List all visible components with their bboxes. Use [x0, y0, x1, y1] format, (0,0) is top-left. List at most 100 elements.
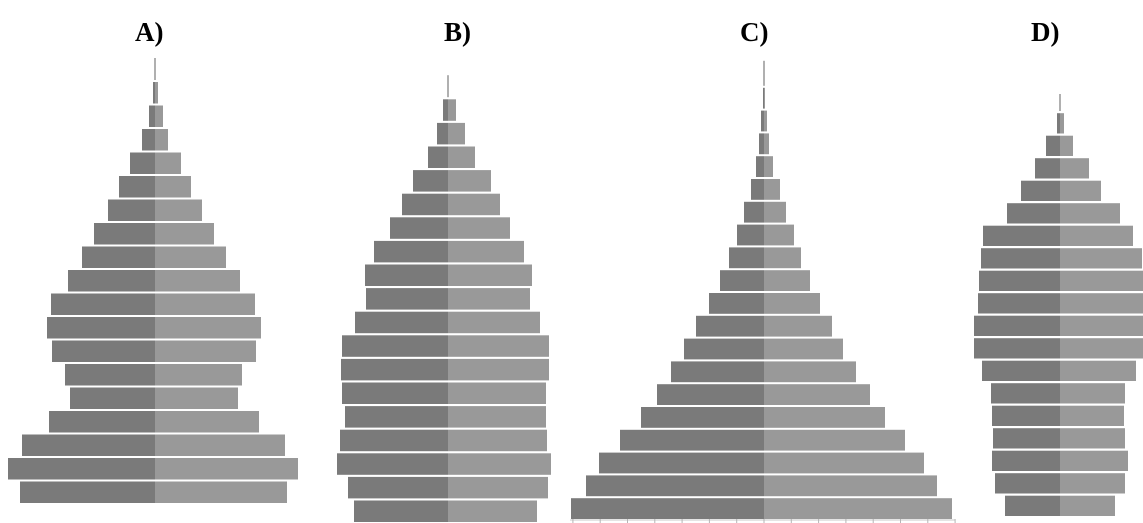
pyramid-bar-right	[764, 87, 765, 109]
pyramid-bar-right	[1060, 248, 1142, 269]
pyramid-bar-right	[155, 176, 191, 198]
pyramid-bar-right	[448, 476, 548, 499]
pyramid-bar-left	[49, 411, 155, 433]
pyramid-b	[337, 75, 551, 522]
pyramid-bar-left	[94, 223, 155, 245]
pyramid-bar-left	[641, 407, 764, 428]
pyramid-bar-right	[448, 453, 551, 475]
pyramid-bar-right	[155, 129, 168, 151]
pyramid-bar-right	[764, 247, 801, 269]
pyramid-bar-right	[764, 270, 810, 291]
pyramid-bar-right	[764, 156, 773, 177]
pyramid-bar-right	[155, 82, 158, 104]
panel-label-c: C)	[740, 17, 769, 47]
pyramid-bar-right	[764, 361, 856, 383]
pyramid-bar-left	[428, 146, 448, 168]
pyramid-bar-left	[68, 270, 155, 292]
pyramid-bar-right	[155, 387, 238, 409]
pyramid-bar-right	[448, 240, 524, 263]
pyramid-bar-right	[448, 358, 549, 381]
pyramid-bar-left	[983, 225, 1060, 246]
pyramid-bar-right	[1060, 158, 1089, 179]
pyramid-bar-right	[1060, 473, 1125, 494]
pyramid-bar-right	[448, 99, 456, 121]
pyramid-bar-left	[751, 179, 764, 200]
pyramid-bar-left	[149, 105, 155, 127]
pyramid-bar-left	[620, 429, 764, 451]
pyramid-bar-left	[974, 315, 1060, 336]
pyramid-bar-left	[696, 315, 764, 337]
pyramid-bar-right	[155, 105, 163, 127]
pyramid-bar-left	[340, 429, 448, 452]
pyramid-bar-left	[70, 387, 155, 409]
pyramid-bar-right	[448, 264, 532, 286]
pyramid-bar-right	[764, 475, 937, 497]
pyramid-bar-right	[1060, 495, 1115, 516]
pyramid-bar-right	[764, 179, 780, 200]
pyramid-bar-left	[65, 364, 155, 386]
pyramid-bar-right	[155, 434, 285, 456]
pyramid-bar-left	[761, 110, 764, 132]
pyramid-bar-right	[448, 382, 546, 404]
pyramid-bar-right	[448, 122, 465, 145]
pyramid-bar-left	[974, 338, 1060, 359]
pyramid-bar-left	[982, 360, 1060, 381]
pyramid-bar-right	[448, 288, 530, 310]
pyramid-bar-right	[1060, 180, 1101, 201]
pyramid-bar-left	[354, 500, 448, 522]
pyramid-bar-left	[737, 224, 764, 246]
pyramid-c	[571, 60, 952, 519]
pyramid-bar-left	[744, 201, 764, 223]
pyramid-bar-left	[348, 476, 448, 499]
pyramid-bar-right	[764, 338, 843, 360]
pyramid-bar-left	[684, 338, 764, 360]
pyramid-bar-right	[1060, 405, 1124, 426]
pyramid-bar-left	[413, 170, 448, 192]
pyramid-bar-right	[155, 246, 226, 268]
pyramid-bar-right	[448, 193, 500, 216]
pyramid-c-axis	[570, 519, 956, 523]
pyramid-bar-left	[1046, 135, 1060, 156]
pyramid-bar-left	[51, 293, 155, 315]
pyramid-bar-left	[390, 217, 448, 239]
pyramid-bar-right	[1060, 360, 1136, 381]
pyramid-bar-right	[764, 293, 820, 314]
pyramid-bar-right	[448, 170, 491, 192]
pyramid-bar-left	[978, 293, 1060, 314]
pyramid-bar-right	[155, 293, 255, 315]
pyramid-bar-left	[571, 498, 764, 519]
pyramid-bar-left	[52, 340, 155, 362]
pyramid-bar-left	[599, 452, 764, 474]
pyramid-bar-left	[993, 428, 1060, 449]
pyramid-bar-right	[764, 452, 924, 474]
pyramid-bar-left	[1035, 158, 1060, 179]
pyramid-bar-left	[1057, 113, 1060, 134]
pyramid-bar-left	[345, 406, 448, 428]
pyramid-bar-left	[365, 264, 448, 286]
pyramid-bar-left	[108, 199, 155, 221]
pyramid-bar-left	[1021, 180, 1060, 201]
pyramid-bar-left	[991, 383, 1060, 404]
pyramid-bar-right	[1060, 428, 1125, 449]
pyramid-bar-right	[1060, 135, 1073, 156]
pyramid-bar-right	[764, 429, 905, 451]
pyramid-bar-left	[586, 475, 764, 497]
pyramid-bar-right	[764, 133, 769, 155]
pyramid-bar-left	[20, 481, 155, 503]
pyramid-bar-left	[992, 450, 1060, 471]
pyramid-bar-left	[981, 248, 1060, 269]
pyramid-bar-left	[443, 99, 448, 121]
pyramid-bar-right	[764, 315, 832, 337]
pyramid-bar-right	[448, 217, 510, 239]
pyramid-bar-right	[764, 498, 952, 519]
pyramid-bar-left	[374, 240, 448, 263]
pyramid-bar-right	[1060, 450, 1128, 471]
pyramid-bar-right	[448, 406, 546, 428]
pyramid-bar-left	[142, 129, 155, 151]
panel-label-a: A)	[135, 17, 164, 47]
pyramid-bar-right	[1060, 315, 1143, 336]
pyramid-bar-left	[153, 82, 155, 104]
pyramid-bar-right	[155, 458, 298, 480]
pyramid-bar-right	[764, 224, 794, 246]
